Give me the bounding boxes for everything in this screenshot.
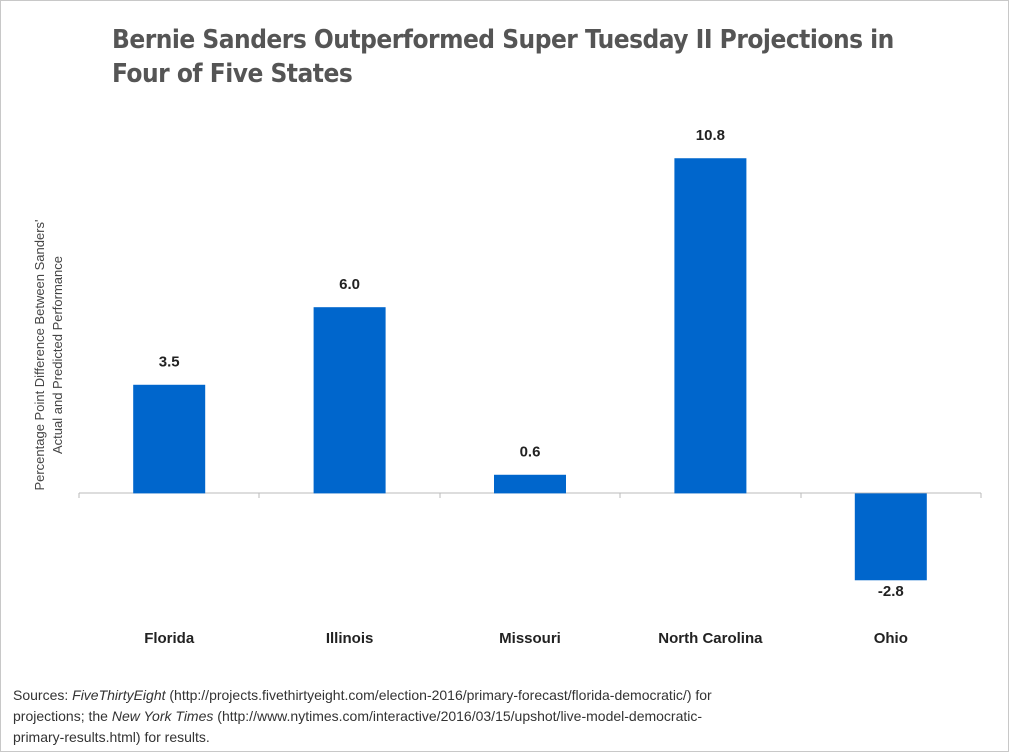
chart-title: Bernie Sanders Outperformed Super Tuesda…	[112, 25, 894, 89]
x-tick-label: Illinois	[326, 630, 374, 647]
value-label: -2.8	[878, 583, 904, 600]
bar	[313, 307, 386, 494]
value-label: 10.8	[696, 127, 725, 144]
source-note: Sources: FiveThirtyEight (http://project…	[13, 685, 753, 748]
x-tick-label: North Carolina	[658, 630, 763, 647]
bar	[133, 384, 206, 494]
axis-ticks	[78, 493, 982, 498]
bar	[674, 158, 747, 494]
source-text: Sources:	[13, 687, 73, 703]
value-label: 3.5	[159, 354, 180, 371]
x-tick-label: Missouri	[499, 630, 561, 647]
x-tick-label: Ohio	[874, 630, 908, 647]
source-text: New York Times	[111, 708, 214, 724]
bar	[854, 493, 927, 581]
value-label: 6.0	[339, 276, 360, 293]
x-tick-label: Florida	[144, 630, 195, 647]
value-label: 0.6	[520, 444, 541, 461]
bar	[494, 474, 566, 494]
source-text: (http://projects.fivethirtyeight.com/ele…	[13, 687, 712, 724]
source-text: FiveThirtyEight	[72, 687, 166, 703]
source-text: (http://www.nytimes.com/interactive/2016…	[13, 708, 703, 745]
y-axis-label: Percentage Point Difference Between Sand…	[32, 219, 65, 491]
